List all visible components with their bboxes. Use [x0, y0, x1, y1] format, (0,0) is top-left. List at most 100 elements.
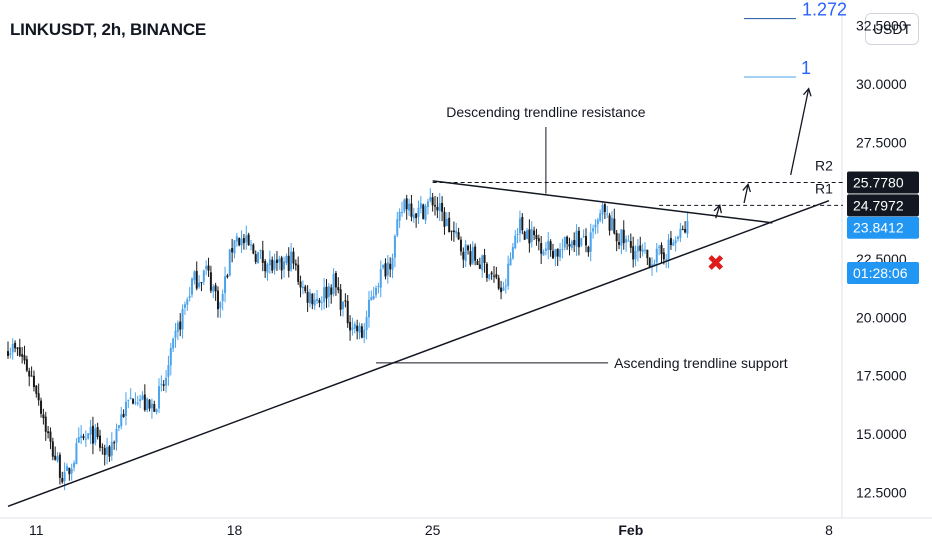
price-axis[interactable]: 32.500030.000027.500025.000022.500020.00… [847, 18, 919, 501]
candle-body [9, 353, 12, 356]
candle-body [96, 427, 99, 437]
candle-body [242, 238, 245, 244]
candle-body [417, 207, 420, 217]
candle-body [167, 365, 170, 377]
candle-body [7, 351, 9, 356]
candle-body [245, 235, 248, 243]
candle-body [639, 245, 642, 251]
candle-body [575, 230, 578, 247]
candle-body [540, 243, 543, 254]
candle-body [292, 251, 295, 264]
time-tick-label: 25 [425, 522, 441, 538]
candle-body [655, 248, 658, 263]
candle-body [148, 399, 151, 409]
candle-body [563, 236, 566, 248]
candle-body [622, 229, 625, 244]
candle-body [351, 327, 354, 330]
candle-body [582, 235, 585, 237]
candle-body [667, 239, 670, 260]
candle-body [124, 401, 127, 416]
candle-body [410, 203, 413, 217]
candle-body [91, 425, 94, 444]
candle-body [573, 240, 576, 246]
candle-body [235, 236, 238, 242]
currency-button[interactable]: USDT [865, 13, 919, 45]
candle-body [393, 235, 396, 258]
candle-body [372, 295, 375, 299]
candle-body [301, 286, 304, 289]
candle-body [455, 230, 458, 234]
candle-body [474, 246, 477, 261]
candle-body [450, 230, 453, 232]
candle-body [268, 259, 271, 266]
candle-body [408, 203, 411, 211]
candle-body [592, 228, 595, 232]
price-tick-label: 32.5000 [856, 18, 907, 34]
candle-body [297, 264, 300, 282]
candle-body [252, 244, 255, 254]
candle-body [172, 338, 175, 349]
candle-body [367, 299, 370, 318]
candle-body [500, 287, 503, 293]
candle-body [618, 242, 621, 245]
candle-body [132, 399, 135, 404]
candle-body [165, 377, 168, 386]
candle-body [492, 275, 495, 277]
candle-body [261, 250, 264, 263]
candle-body [337, 287, 340, 291]
candle-body [646, 249, 649, 259]
candle-body [485, 263, 488, 278]
candle-body [16, 347, 19, 349]
candle-body [681, 228, 684, 230]
price-tag-label: 24.7972 [853, 197, 904, 213]
candle-body [115, 428, 118, 443]
candle-body [452, 230, 455, 233]
candle-body [391, 257, 394, 271]
candle-body [507, 263, 510, 286]
candle-body [136, 402, 139, 404]
candle-body [141, 395, 144, 400]
candle-body [495, 274, 498, 278]
candle-body [323, 287, 326, 303]
candle-body [160, 383, 163, 385]
candle-body [412, 214, 415, 219]
candle-body [471, 247, 474, 264]
candle-body [327, 286, 330, 297]
price-tag-label: 01:28:06 [853, 265, 908, 281]
candle-body [467, 245, 470, 251]
candle-body [415, 213, 418, 219]
candle-body [339, 289, 342, 310]
candle-body [342, 301, 345, 310]
candles-layer [7, 188, 689, 491]
candle-body [212, 286, 215, 292]
candle-body [554, 249, 557, 257]
candle-body [674, 240, 677, 244]
candle-body [587, 246, 590, 253]
candle-body [469, 251, 472, 265]
projection-arrow-head [803, 87, 812, 97]
candle-body [514, 235, 517, 249]
candle-body [73, 462, 76, 468]
candle-body [113, 442, 116, 444]
candle-body [21, 354, 24, 357]
candle-body [658, 246, 661, 248]
price-tag-label: 25.7780 [853, 175, 904, 191]
fib-level-label: 1 [801, 58, 811, 78]
candle-body [625, 239, 628, 243]
candle-body [566, 236, 569, 244]
candle-body [613, 218, 616, 234]
price-tick-label: 27.5000 [856, 134, 907, 150]
candle-body [521, 217, 524, 231]
candle-body [87, 433, 90, 439]
candle-body [216, 290, 219, 310]
candle-body [169, 347, 172, 366]
candle-body [464, 244, 467, 262]
time-axis[interactable]: 11 18 25 Feb 8 [29, 522, 833, 538]
candle-body [403, 199, 406, 212]
candle-body [84, 438, 87, 440]
candle-body [653, 263, 656, 267]
candle-body [214, 285, 217, 292]
candle-body [665, 259, 668, 261]
candle-body [424, 206, 427, 221]
